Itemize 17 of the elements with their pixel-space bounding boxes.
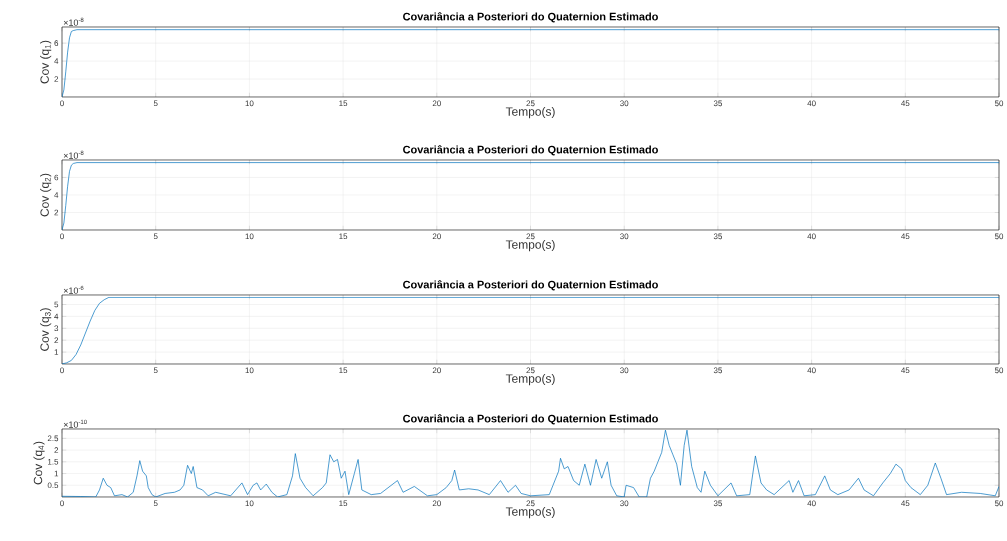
text: ×10$^{-8}$ — [63, 17, 84, 26]
text: ×10$^{-6}$ — [63, 285, 84, 294]
y-axis-title: Cov (q$_{1}$) — [40, 40, 52, 84]
text: ×10$^{-8}$ — [63, 150, 84, 159]
text: ×10$^{-10}$ — [63, 419, 87, 428]
x-axis-title: Tempo(s) — [505, 373, 555, 386]
x-axis-title: Tempo(s) — [505, 106, 555, 119]
chart-title: Covariância a Posteriori do Quaternion Estimado — [403, 280, 658, 291]
y-axis-title: Cov (q$_{2}$) — [40, 173, 52, 217]
line-series — [62, 429, 1000, 497]
x-axis-title: Tempo(s) — [505, 506, 555, 519]
chart-title: Covariância a Posteriori do Quaternion Estimado — [403, 12, 658, 23]
chart-title: Covariância a Posteriori do Quaternion Estimado — [403, 414, 658, 425]
y-axis-title: Cov (q$_{4}$) — [33, 441, 45, 485]
x-axis-title: Tempo(s) — [505, 239, 555, 252]
chart-title: Covariância a Posteriori do Quaternion Estimado — [403, 145, 658, 156]
y-axis-title: Cov (q$_{3}$) — [40, 308, 52, 351]
